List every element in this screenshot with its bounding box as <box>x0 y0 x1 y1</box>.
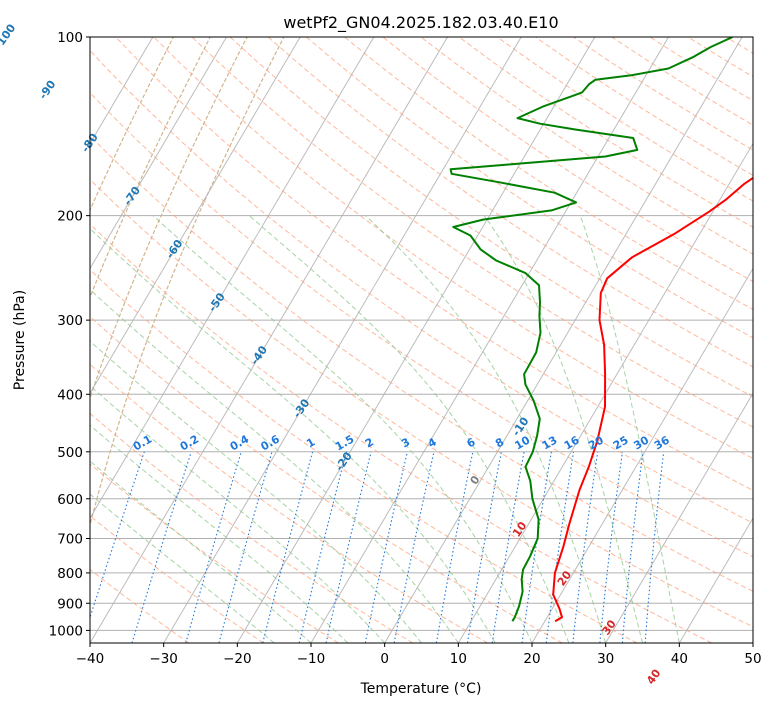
x-tick-label: 40 <box>671 651 688 667</box>
mixing-ratio-line <box>644 451 665 643</box>
profiles <box>449 37 753 623</box>
x-tick-label: 20 <box>523 651 540 667</box>
dry-adiabat <box>90 269 638 643</box>
x-tick-label: 50 <box>744 651 761 667</box>
moist-adiabat <box>90 385 386 643</box>
mixing-ratio-line <box>262 451 314 643</box>
y-tick-label: 700 <box>57 532 83 548</box>
mixing-ratio-line <box>298 451 347 643</box>
mixing-ratio-line <box>545 451 575 643</box>
y-axis: 100 200 300 400 500 600 700 800 900 1000 <box>49 30 90 639</box>
x-axis-title: Temperature (°C) <box>360 681 482 697</box>
isotherm <box>0 37 6 643</box>
mixing-ratio-line <box>185 451 242 643</box>
moist-adiabat <box>90 340 422 643</box>
dry-adiabat <box>153 37 753 459</box>
y-tick-label: 200 <box>57 209 83 225</box>
dry-adiabat <box>90 223 712 643</box>
dry-adiabat <box>90 134 753 592</box>
moist-adiabat <box>483 215 643 643</box>
x-axis: −40 −30 −20 −10 0 10 20 30 40 50 <box>76 643 762 667</box>
isotherm <box>678 517 753 643</box>
y-tick-label: 500 <box>57 445 83 461</box>
background-lines <box>0 37 753 643</box>
chart-title: wetPf2_GN04.2025.182.03.40.E10 <box>283 13 558 33</box>
x-tick-label: −20 <box>223 651 252 667</box>
x-tick-label: 0 <box>380 651 389 667</box>
mixing-ratio-line <box>572 451 599 643</box>
moist-adiabat <box>579 215 680 643</box>
plot-area <box>90 37 753 643</box>
moist-adiabat <box>90 460 312 643</box>
dry-adiabat <box>344 37 753 310</box>
plot-frame <box>89 36 754 644</box>
y-tick-label: 1000 <box>49 623 83 639</box>
mixing-ratio-line <box>131 451 192 643</box>
moist-adiabat <box>90 227 496 643</box>
x-tick-label: 30 <box>597 651 614 667</box>
isotherm <box>531 267 753 643</box>
dry-adiabat <box>90 315 563 643</box>
dewpoint-profile <box>449 37 734 622</box>
y-tick-label: 400 <box>57 387 83 403</box>
dry-adiabat <box>191 37 753 428</box>
mixing-ratio-line <box>364 451 408 643</box>
dry-adiabat <box>90 363 488 643</box>
moist-adiabat <box>152 215 533 643</box>
isotherm-label: -100 <box>0 21 19 51</box>
y-tick-label: 300 <box>57 313 83 329</box>
dry-adiabat <box>90 515 264 643</box>
y-tick-label: 100 <box>57 30 83 46</box>
y-tick-label: 900 <box>57 596 83 612</box>
isotherm-label: -90 <box>36 78 58 102</box>
dry-adiabat <box>115 37 753 491</box>
reference-curve <box>90 37 248 401</box>
isotherm <box>457 142 753 643</box>
isotherm <box>752 642 753 643</box>
x-tick-label: 10 <box>450 651 467 667</box>
isotherm <box>90 37 375 520</box>
moist-adiabat <box>90 288 459 643</box>
mixing-ratio-line <box>599 451 624 643</box>
dry-adiabat <box>306 37 753 339</box>
x-tick-label: −30 <box>149 651 178 667</box>
isotherm <box>90 37 301 395</box>
mixing-ratio-line <box>218 451 273 643</box>
mixing-ratio-line <box>325 451 372 643</box>
isotherm-label: 40 <box>644 667 664 687</box>
isotherm <box>236 37 596 643</box>
isotherm <box>163 37 522 643</box>
isotherm <box>90 37 448 643</box>
moist-adiabat <box>90 493 275 643</box>
x-tick-label: −40 <box>76 651 105 667</box>
dry-adiabat <box>90 463 339 643</box>
y-tick-label: 800 <box>57 566 83 582</box>
y-tick-label: 600 <box>57 492 83 508</box>
reference-curve <box>90 37 211 299</box>
dry-adiabat <box>90 49 753 524</box>
temperature-profile <box>552 176 753 623</box>
isotherm <box>384 37 743 643</box>
y-axis-title: Pressure (hPa) <box>12 290 28 390</box>
isotherm <box>90 37 227 270</box>
mixing-ratio-line <box>621 451 644 643</box>
isotherm <box>90 37 154 145</box>
reference-curve <box>90 37 285 528</box>
isotherm <box>605 392 753 643</box>
dry-adiabat <box>90 178 753 628</box>
isotherm <box>310 37 669 643</box>
x-tick-label: −10 <box>297 651 326 667</box>
moist-adiabat <box>365 215 607 643</box>
dry-adiabat <box>90 412 414 643</box>
